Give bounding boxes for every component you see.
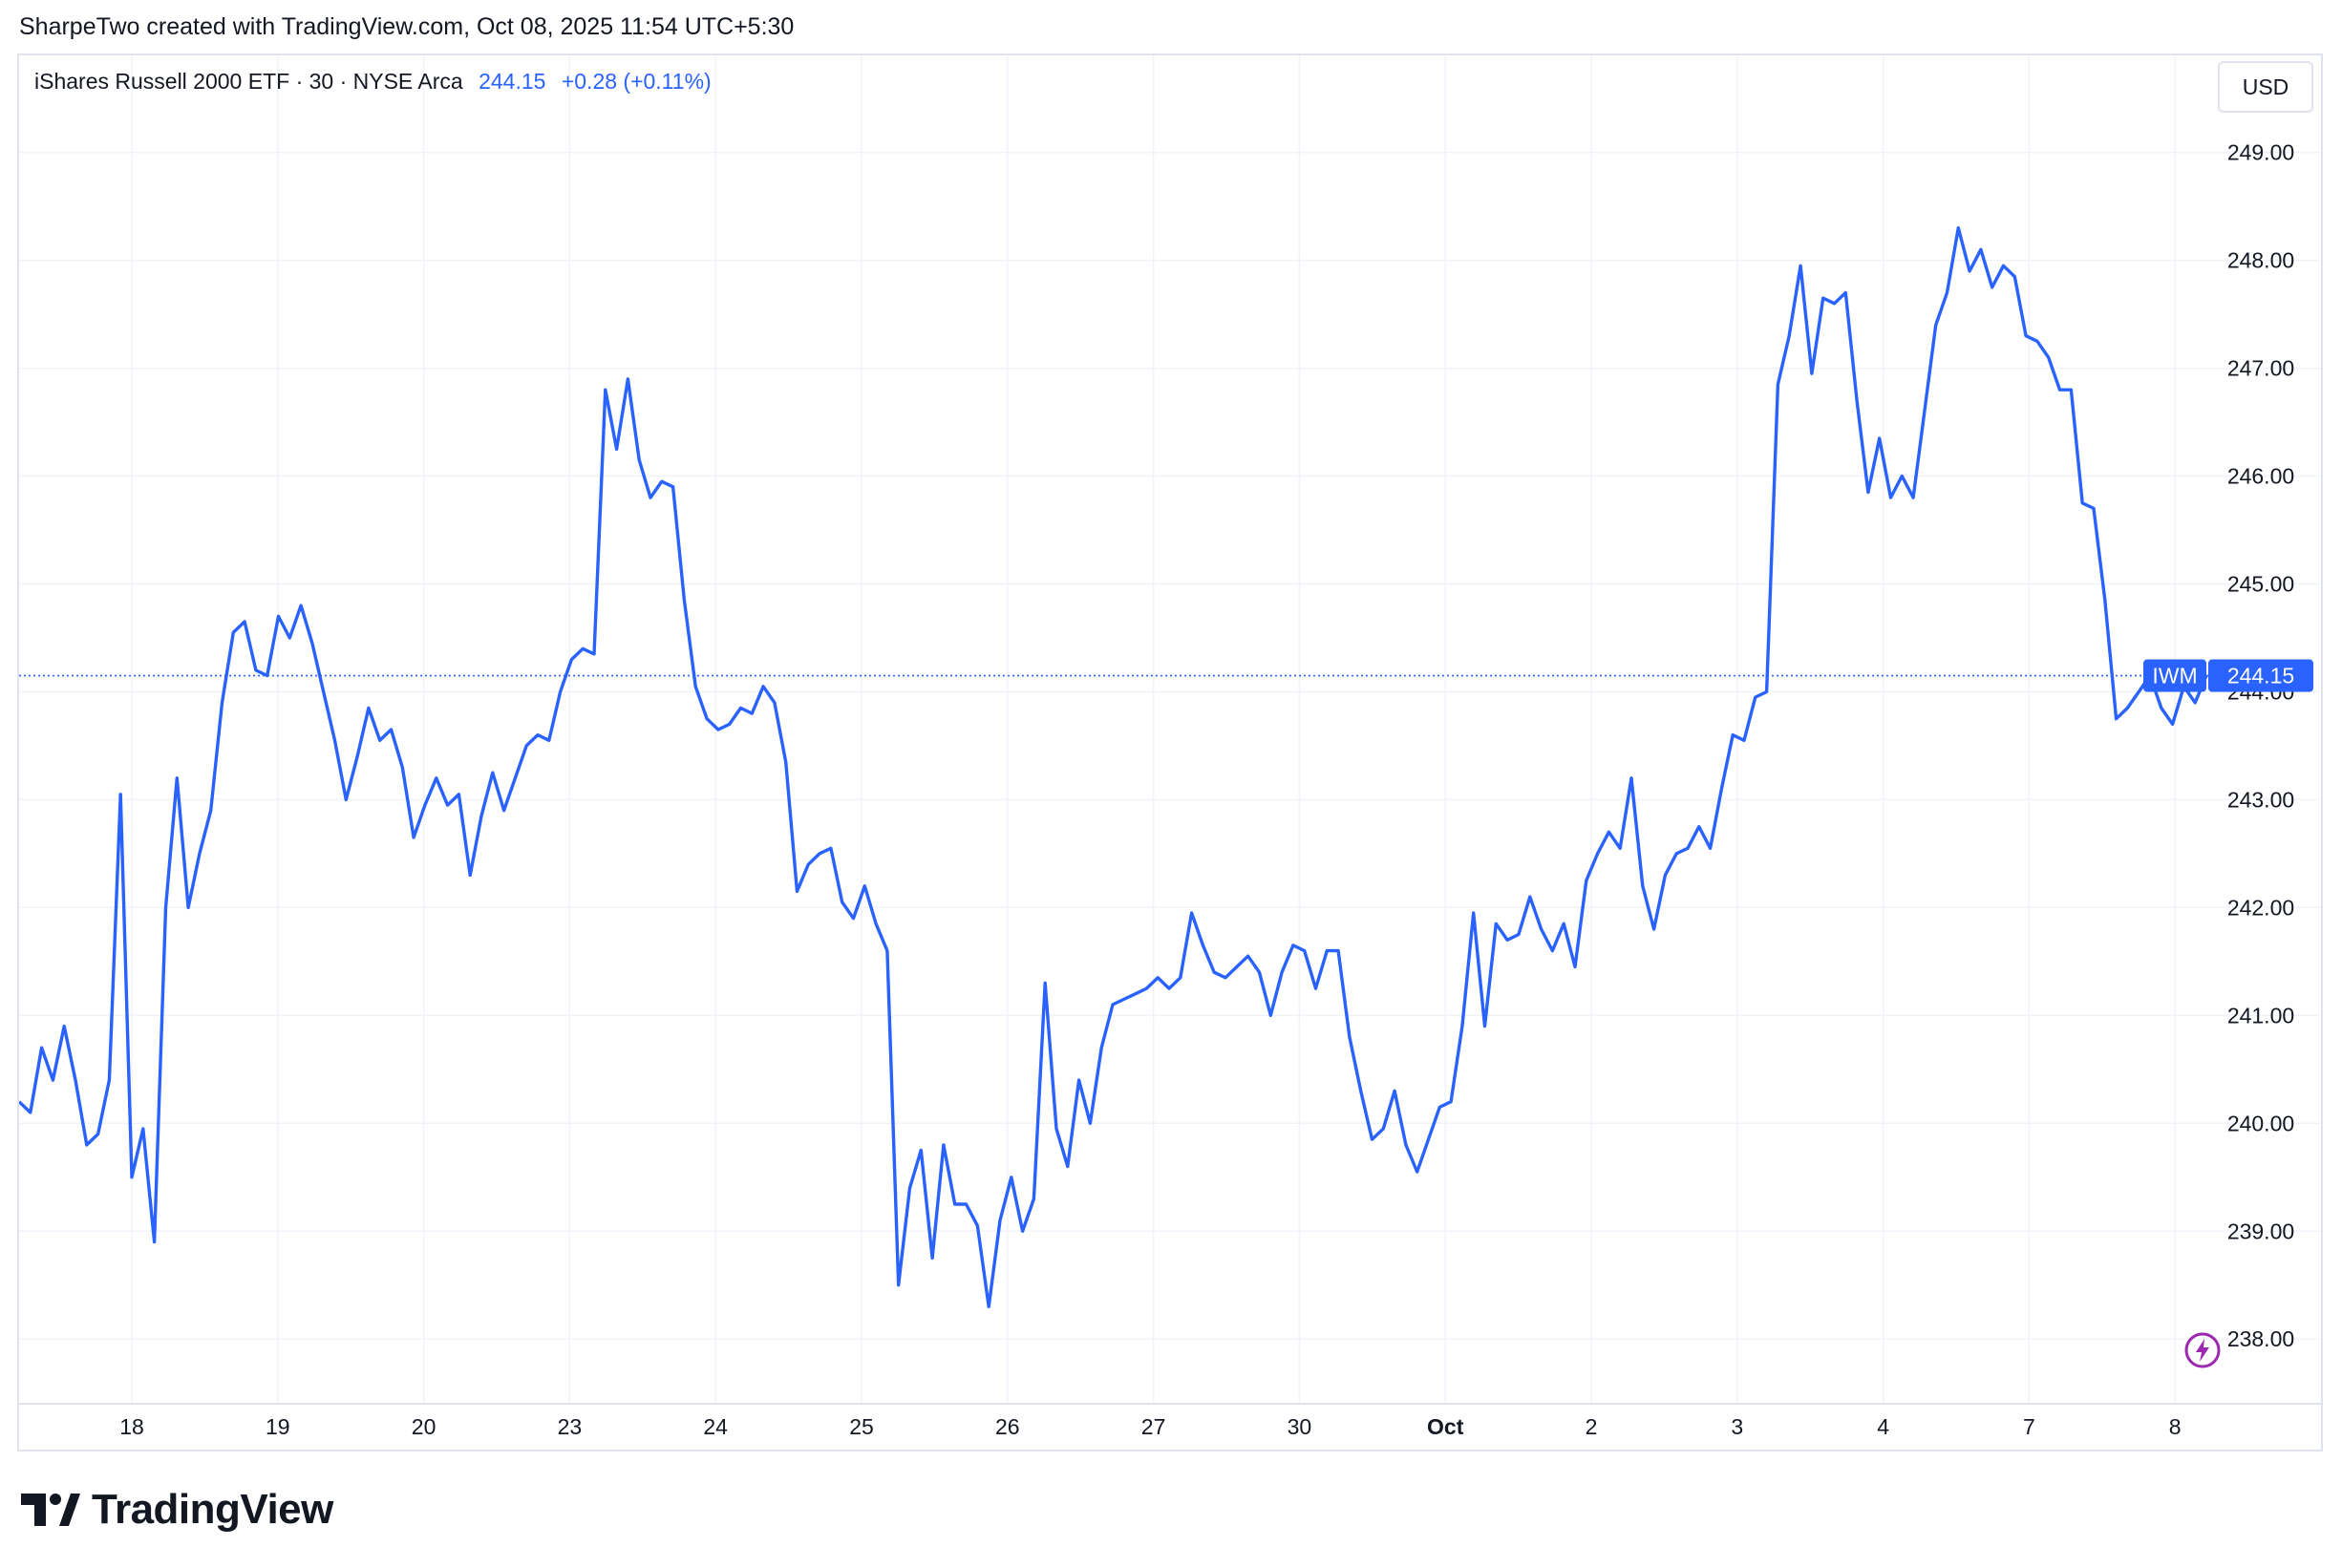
x-tick-label: 18 — [119, 1414, 144, 1439]
x-tick-label: 24 — [703, 1414, 728, 1439]
symbol-description: iShares Russell 2000 ETF · 30 · NYSE Arc… — [34, 69, 463, 94]
x-axis-labels: 18 19 20 23 24 25 26 27 30 Oct 2 3 4 7 8 — [119, 1414, 2181, 1439]
brand-name: TradingView — [92, 1486, 333, 1533]
ticker-badge-label: IWM — [2152, 664, 2197, 689]
chart-caption: SharpeTwo created with TradingView.com, … — [19, 13, 795, 40]
y-tick-label: 249.00 — [2227, 140, 2294, 165]
symbol-legend: iShares Russell 2000 ETF · 30 · NYSE Arc… — [34, 69, 712, 95]
x-tick-label: 20 — [412, 1414, 436, 1439]
grid-lines — [19, 55, 2321, 1404]
x-tick-label: 23 — [558, 1414, 583, 1439]
y-tick-label: 247.00 — [2227, 356, 2294, 381]
y-axis-labels: 238.00 239.00 240.00 241.00 242.00 243.00 244.… — [2227, 140, 2294, 1352]
y-tick-label: 238.00 — [2227, 1326, 2294, 1351]
x-tick-label: 19 — [266, 1414, 290, 1439]
y-tick-label: 240.00 — [2227, 1111, 2294, 1135]
price-line-series — [19, 226, 2208, 1308]
x-tick-label: 3 — [1731, 1414, 1743, 1439]
y-tick-label: 239.00 — [2227, 1218, 2294, 1243]
price-badge: IWM 244.15 — [2143, 659, 2313, 692]
x-tick-label: 27 — [1141, 1414, 1166, 1439]
last-price-badge — [2208, 659, 2313, 692]
x-tick-label: 4 — [1877, 1414, 1889, 1439]
currency-button[interactable]: USD — [2218, 61, 2313, 113]
x-tick-label: 7 — [2023, 1414, 2035, 1439]
x-tick-label: Oct — [1427, 1414, 1464, 1439]
last-price-badge-label: 244.15 — [2227, 664, 2294, 689]
y-tick-label: 248.00 — [2227, 248, 2294, 273]
y-tick-label: 242.00 — [2227, 895, 2294, 920]
x-tick-label: 25 — [849, 1414, 874, 1439]
price-chart[interactable]: 238.00 239.00 240.00 241.00 242.00 243.00 244.… — [19, 55, 2323, 1451]
x-tick-label: 26 — [995, 1414, 1020, 1439]
tradingview-logo-icon — [21, 1494, 80, 1526]
x-tick-label: 2 — [1586, 1414, 1598, 1439]
y-tick-label: 243.00 — [2227, 787, 2294, 812]
lightning-bolt-icon[interactable] — [2183, 1331, 2222, 1369]
tradingview-footer: TradingView — [21, 1486, 333, 1534]
last-price: 244.15 — [479, 69, 546, 94]
x-tick-label: 8 — [2169, 1414, 2182, 1439]
price-change: +0.28 (+0.11%) — [561, 69, 712, 94]
y-tick-label: 246.00 — [2227, 464, 2294, 489]
x-tick-label: 30 — [1288, 1414, 1312, 1439]
y-tick-label: 241.00 — [2227, 1003, 2294, 1028]
ticker-badge — [2143, 659, 2206, 692]
y-tick-label: 245.00 — [2227, 572, 2294, 597]
chart-frame: 238.00 239.00 240.00 241.00 242.00 243.00 244.… — [17, 53, 2323, 1451]
